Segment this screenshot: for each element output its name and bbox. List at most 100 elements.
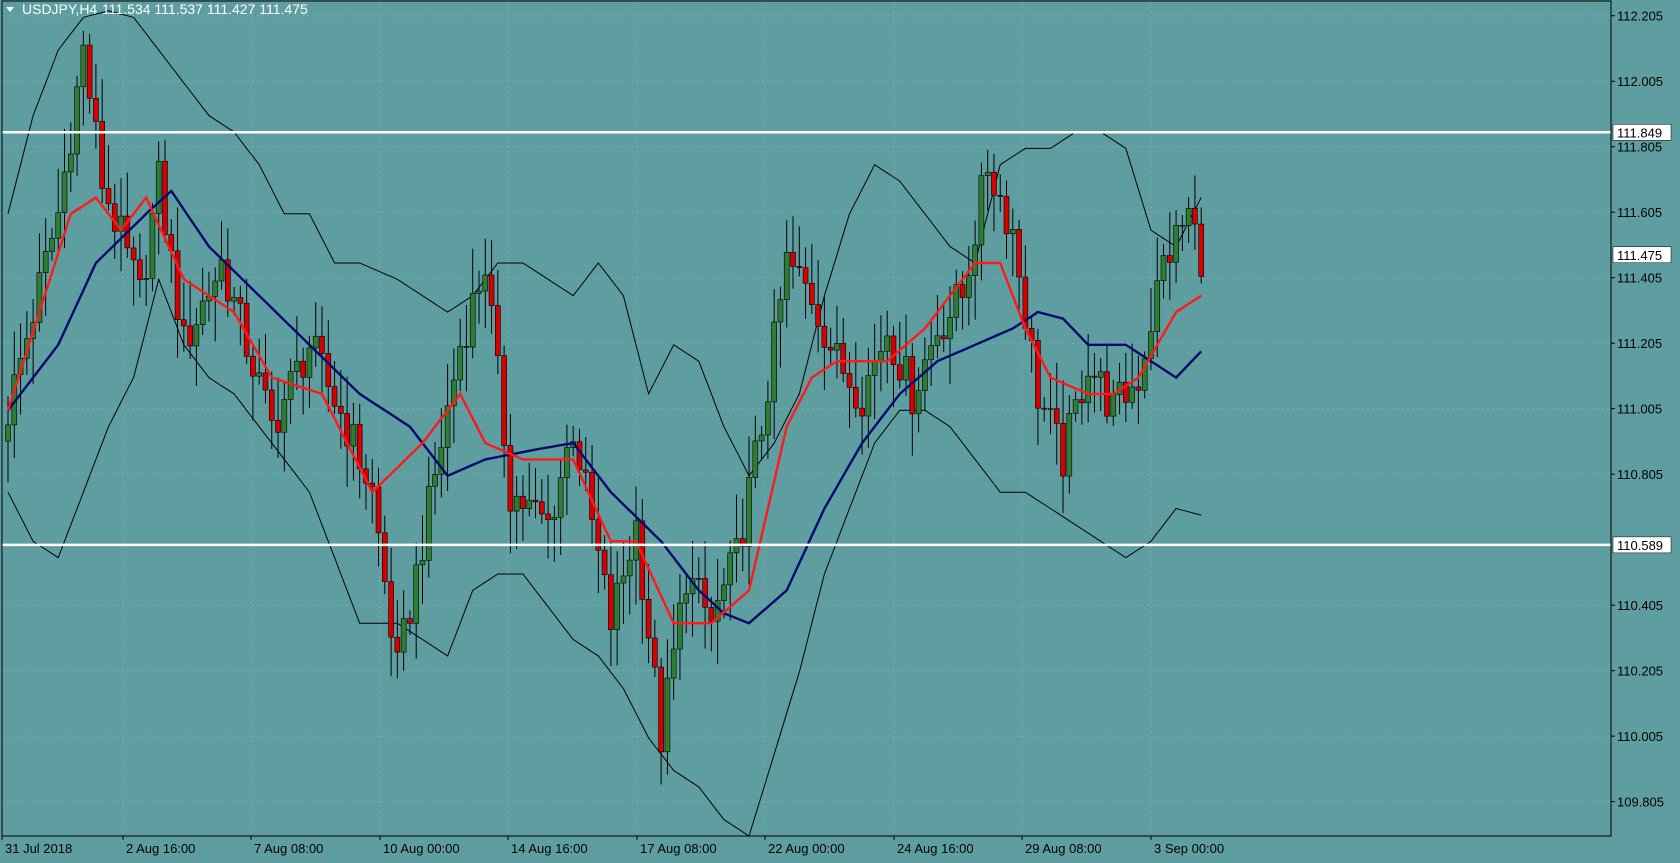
candle-body-bear: [394, 636, 401, 653]
candle: [319, 306, 325, 393]
candle-body-bull: [984, 171, 991, 176]
bb-upper-line: [7, 10, 1202, 477]
candle-body-bull: [783, 251, 790, 300]
y-tick-label: 111.005: [1617, 402, 1662, 417]
candle-body-bear: [809, 283, 815, 305]
candle-body-bull: [915, 390, 922, 415]
candle: [419, 515, 426, 604]
candle-body-bull: [55, 212, 62, 239]
candle-body-bull: [1141, 358, 1148, 391]
current-price-label: 111.475: [1617, 248, 1662, 263]
candle: [846, 352, 853, 428]
candle-body-bear: [1041, 407, 1047, 410]
candle-body-bear: [105, 188, 112, 205]
candle: [68, 122, 74, 193]
candle: [231, 286, 237, 316]
hline-price-label: 111.849: [1617, 125, 1662, 140]
candle-body-bull: [1129, 386, 1135, 403]
candle: [526, 462, 533, 517]
candle: [520, 475, 526, 541]
y-tick-label: 110.405: [1617, 598, 1663, 613]
candle: [1066, 394, 1073, 494]
candle: [86, 33, 93, 114]
candle-body-bear: [1079, 399, 1085, 404]
hline-price-label: 110.589: [1617, 538, 1663, 553]
candle: [978, 162, 985, 281]
candle: [400, 590, 407, 671]
y-tick-label: 112.005: [1617, 74, 1663, 89]
candle: [99, 79, 105, 204]
dropdown-triangle-icon[interactable]: [6, 7, 14, 12]
candle: [256, 338, 263, 385]
candle-body-bear: [840, 342, 847, 374]
candle-body-bull: [469, 293, 476, 348]
candle: [137, 233, 143, 298]
candle-body-bull: [771, 321, 777, 403]
candle: [350, 402, 357, 481]
candle-body-bull: [42, 251, 49, 273]
candle: [476, 270, 482, 324]
candle: [501, 345, 507, 478]
candle: [683, 574, 690, 634]
candle-body-bear: [1192, 207, 1198, 225]
candle-body-bear: [262, 372, 269, 391]
candle-body-bear: [344, 413, 350, 447]
candle: [840, 317, 847, 383]
candle-body-bull: [425, 485, 432, 561]
candle-body-bear: [375, 486, 382, 534]
candle-body-bull: [746, 477, 752, 547]
candle: [1097, 357, 1104, 412]
candle: [984, 149, 991, 211]
x-tick-label: 29 Aug 08:00: [1025, 841, 1102, 856]
candle-body-bull: [80, 44, 87, 88]
candle: [130, 236, 137, 306]
candle-body-bull: [5, 424, 11, 442]
candle-body-bear: [608, 574, 614, 631]
candle-body-bear: [796, 266, 803, 268]
y-tick-label: 112.205: [1617, 9, 1663, 24]
candle: [953, 269, 960, 332]
candle-body-bull: [457, 346, 463, 381]
x-tick-label: 17 Aug 08:00: [640, 841, 717, 856]
candle: [199, 267, 206, 336]
candle-body-bear: [93, 98, 99, 122]
candle: [777, 286, 784, 368]
candle-body-bull: [68, 153, 74, 173]
candle-body-bear: [407, 618, 413, 624]
symbol-label: USDJPY,H4: [22, 1, 97, 17]
candle: [903, 314, 909, 396]
plot-border: [1, 0, 1612, 837]
candle: [181, 282, 187, 352]
candle: [55, 168, 62, 252]
candle: [834, 305, 840, 379]
candle-body-bull: [614, 582, 620, 631]
candle: [74, 75, 80, 176]
candle-body-bull: [149, 213, 156, 279]
candlestick-series: [5, 30, 1204, 785]
candle: [739, 498, 746, 572]
candle-body-bull: [664, 677, 671, 753]
candle: [752, 415, 759, 489]
candle: [381, 515, 388, 595]
candle: [614, 551, 620, 666]
candle: [1091, 352, 1098, 413]
candle-body-bear: [827, 347, 834, 351]
candle-body-bull: [865, 375, 872, 417]
candle: [425, 456, 432, 578]
candle: [294, 316, 300, 391]
candle-body-bear: [225, 259, 231, 302]
candle-body-bear: [381, 532, 388, 582]
horizontal-lines[interactable]: [2, 131, 1611, 547]
candle: [815, 260, 821, 353]
candle-body-bull: [1185, 207, 1192, 226]
candle-body-bear: [463, 346, 470, 348]
candle: [444, 364, 451, 491]
candle-body-bull: [212, 280, 219, 297]
x-tick-label: 22 Aug 00:00: [768, 841, 845, 856]
candle-body-bear: [997, 195, 1004, 197]
current-price-tag: [1612, 246, 1672, 264]
candle: [940, 305, 947, 352]
candle: [438, 408, 445, 498]
